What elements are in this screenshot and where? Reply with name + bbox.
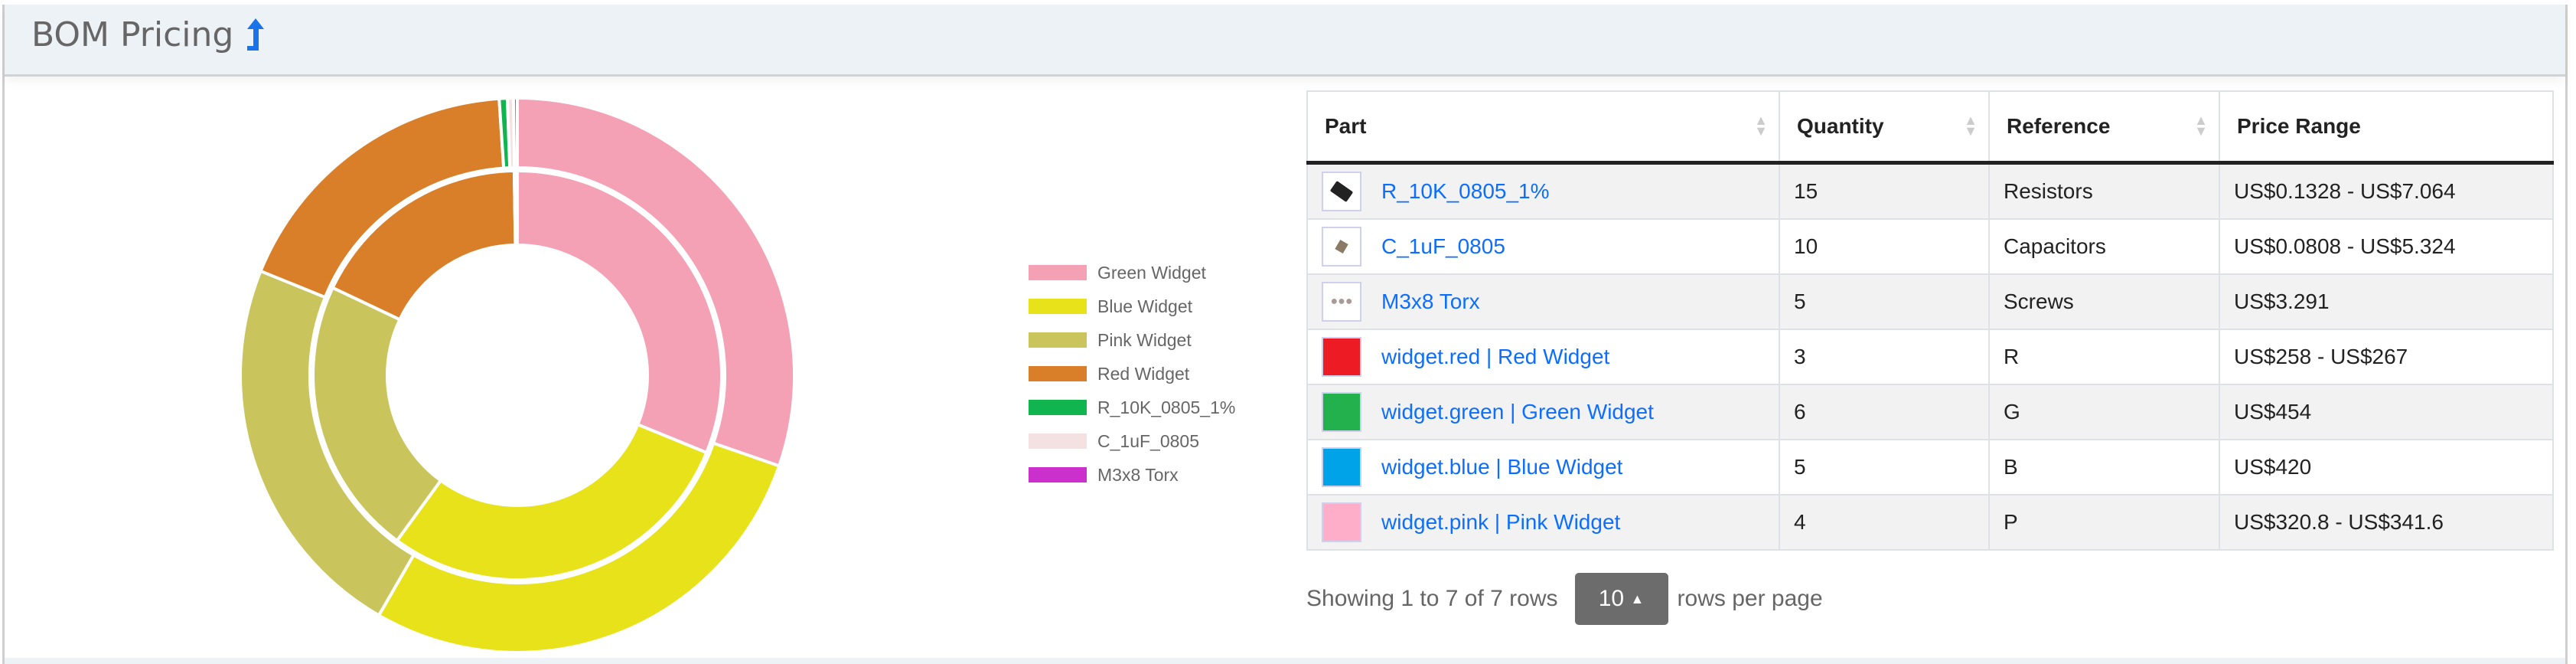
- color-swatch-image: [1322, 447, 1361, 487]
- reference-cell: G: [1988, 384, 2219, 440]
- title-text: BOM Pricing: [31, 15, 234, 54]
- reference-cell: P: [1988, 494, 2219, 550]
- table-row: widget.green | Green Widget 6 G US$454: [1306, 384, 2553, 440]
- legend-item[interactable]: M3x8 Torx: [1029, 458, 1235, 492]
- quantity-cell: 3: [1779, 329, 1989, 384]
- color-swatch-image: [1322, 392, 1361, 432]
- legend-item[interactable]: Green Widget: [1029, 256, 1235, 289]
- price-range-cell: US$0.0808 - US$5.324: [2219, 218, 2553, 274]
- part-link[interactable]: M3x8 Torx: [1381, 289, 1480, 313]
- legend-label: Green Widget: [1097, 262, 1206, 283]
- color-swatch-image: [1322, 502, 1361, 542]
- outer-slice-green-widget[interactable]: [516, 96, 796, 468]
- legend-item[interactable]: Pink Widget: [1029, 323, 1235, 357]
- page-title: BOM Pricing: [31, 15, 267, 54]
- donut-chart: [239, 96, 796, 654]
- arrow-up-icon[interactable]: [244, 17, 267, 54]
- card-footer-band: [5, 658, 2565, 664]
- part-link[interactable]: R_10K_0805_1%: [1381, 179, 1550, 203]
- legend-swatch: [1029, 433, 1087, 449]
- legend-item[interactable]: C_1uF_0805: [1029, 424, 1235, 458]
- part-link[interactable]: widget.blue | Blue Widget: [1381, 455, 1623, 479]
- column-header-reference[interactable]: Reference ▲ ▼: [1988, 91, 2219, 165]
- price-range-cell: US$258 - US$267: [2219, 329, 2553, 384]
- sort-icon[interactable]: ▲ ▼: [1754, 113, 1768, 139]
- column-header-quantity[interactable]: Quantity ▲ ▼: [1779, 91, 1989, 165]
- outer-slice-blue-widget[interactable]: [377, 441, 781, 654]
- part-link[interactable]: C_1uF_0805: [1381, 234, 1505, 258]
- reference-cell: R: [1988, 329, 2219, 384]
- legend-swatch: [1029, 366, 1087, 381]
- pagination-summary: Showing 1 to 7 of 7 rows: [1306, 586, 1558, 611]
- legend-swatch: [1029, 265, 1087, 280]
- legend-swatch: [1029, 400, 1087, 415]
- sort-icon[interactable]: ▲ ▼: [1964, 113, 1978, 139]
- reference-cell: Resistors: [1988, 162, 2219, 219]
- bom-table: Part ▲ ▼ Quantity ▲ ▼ Reference ▲ ▼ Price Rang…: [1306, 90, 2554, 551]
- price-range-cell: US$0.1328 - US$7.064: [2219, 162, 2553, 219]
- quantity-cell: 5: [1779, 273, 1989, 329]
- reference-cell: Capacitors: [1988, 218, 2219, 274]
- legend-label: Blue Widget: [1097, 296, 1193, 316]
- table-row: C_1uF_0805 10 Capacitors US$0.0808 - US$…: [1306, 218, 2553, 274]
- capacitor-image: [1322, 227, 1361, 267]
- table-row: widget.red | Red Widget 3 R US$258 - US$…: [1306, 329, 2553, 384]
- inner-slice-m3x8-torx[interactable]: [513, 168, 519, 247]
- table-row: widget.pink | Pink Widget 4 P US$320.8 -…: [1306, 494, 2553, 550]
- legend-swatch: [1029, 299, 1087, 314]
- quantity-cell: 10: [1779, 218, 1989, 274]
- outer-slice-m3x8-torx[interactable]: [511, 96, 519, 170]
- inner-slice-blue-widget[interactable]: [395, 422, 709, 581]
- quantity-cell: 15: [1779, 162, 1989, 219]
- legend-item[interactable]: Blue Widget: [1029, 289, 1235, 323]
- page-size-dropdown[interactable]: 10 ▲: [1574, 573, 1668, 625]
- column-header-part[interactable]: Part ▲ ▼: [1306, 91, 1779, 165]
- inner-slice-pink-widget[interactable]: [311, 285, 443, 543]
- rows-per-page-label: rows per page: [1677, 586, 1823, 611]
- price-range-cell: US$3.291: [2219, 273, 2553, 329]
- part-link[interactable]: widget.pink | Pink Widget: [1381, 510, 1621, 534]
- price-range-cell: US$420: [2219, 439, 2553, 495]
- column-header-price-range: Price Range: [2219, 91, 2553, 165]
- price-range-cell: US$454: [2219, 384, 2553, 440]
- legend-swatch: [1029, 467, 1087, 482]
- pagination: Showing 1 to 7 of 7 rows 10 ▲ rows per p…: [1306, 573, 1823, 625]
- table-row: R_10K_0805_1% 15 Resistors US$0.1328 - U…: [1306, 162, 2553, 219]
- legend-swatch: [1029, 332, 1087, 348]
- caret-up-icon: ▲: [1630, 590, 1645, 607]
- table-row: ●●● M3x8 Torx 5 Screws US$3.291: [1306, 273, 2553, 329]
- screws-image: ●●●: [1322, 282, 1361, 322]
- quantity-cell: 6: [1779, 384, 1989, 440]
- card-header: BOM Pricing: [5, 5, 2565, 77]
- bom-pricing-card: BOM Pricing: [2, 5, 2568, 664]
- legend-label: Pink Widget: [1097, 329, 1192, 350]
- legend-label: Red Widget: [1097, 363, 1190, 384]
- color-swatch-image: [1322, 337, 1361, 377]
- legend-item[interactable]: R_10K_0805_1%: [1029, 391, 1235, 424]
- reference-cell: Screws: [1988, 273, 2219, 329]
- sort-icon[interactable]: ▲ ▼: [2194, 113, 2208, 139]
- chart-legend: Green Widget Blue Widget Pink Widget Red Wi…: [1029, 256, 1235, 492]
- quantity-cell: 5: [1779, 439, 1989, 495]
- legend-item[interactable]: Red Widget: [1029, 357, 1235, 391]
- inner-slice-green-widget[interactable]: [516, 168, 723, 455]
- legend-label: R_10K_0805_1%: [1097, 397, 1236, 417]
- legend-label: C_1uF_0805: [1097, 430, 1199, 451]
- reference-cell: B: [1988, 439, 2219, 495]
- legend-label: M3x8 Torx: [1097, 464, 1179, 485]
- table-row: widget.blue | Blue Widget 5 B US$420: [1306, 439, 2553, 495]
- part-link[interactable]: widget.green | Green Widget: [1381, 400, 1654, 424]
- price-range-cell: US$320.8 - US$341.6: [2219, 494, 2553, 550]
- part-link[interactable]: widget.red | Red Widget: [1381, 345, 1610, 368]
- quantity-cell: 4: [1779, 494, 1989, 550]
- resistor-image: [1322, 172, 1361, 211]
